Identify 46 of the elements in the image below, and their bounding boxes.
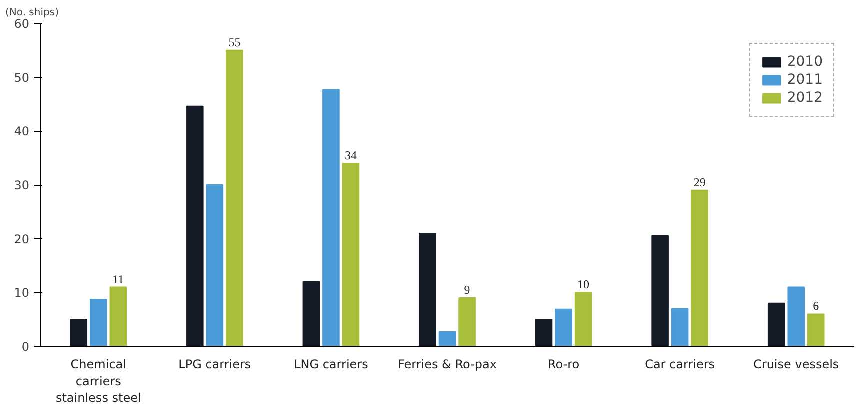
x-tick-label: Cruise vessels [754,358,840,372]
bar [206,184,224,346]
legend-label: 2010 [787,54,823,70]
x-tick-label: Ferries & Ro-pax [398,358,498,372]
bar [555,308,572,346]
x-tick-label: Chemical carriers stainless steel [56,358,142,406]
y-axis-title: (No. ships) [6,8,60,18]
bar [226,50,244,346]
y-tick-label: 60 [14,17,30,31]
data-label: 6 [813,299,820,314]
x-tick-label: Ro-ro [548,358,580,372]
data-label: 55 [228,35,241,50]
bar [574,292,592,346]
legend-label: 2012 [787,90,823,106]
data-label: 10 [578,278,590,292]
x-tick-label: LNG carriers [294,358,368,372]
bar [652,235,669,346]
bar [671,308,689,346]
bar [438,331,456,346]
bar [322,89,340,346]
bar [691,190,708,346]
bar [110,286,128,346]
legend-label: 2011 [787,72,823,88]
bar [70,319,88,346]
bar [419,232,436,346]
bar [535,319,553,346]
x-tick-label: LPG carriers [178,358,252,372]
bar [90,299,108,346]
y-tick-label: 0 [22,340,30,354]
bar [458,298,476,346]
x-tick-label: Car carriers [645,358,716,372]
y-tick-label: 40 [14,124,30,139]
bar [807,314,825,346]
y-tick-label: 50 [14,70,30,85]
y-tick-label: 10 [14,286,30,300]
y-tick-label: 30 [14,178,30,192]
bar [342,162,360,346]
y-tick-label: 20 [14,232,30,246]
data-label: 29 [694,175,706,190]
bar [788,286,805,346]
data-label: 34 [344,148,357,162]
data-label: 9 [464,283,470,298]
bar [768,302,786,346]
data-label: 11 [112,272,124,286]
bar [186,106,204,346]
bar [302,281,320,346]
